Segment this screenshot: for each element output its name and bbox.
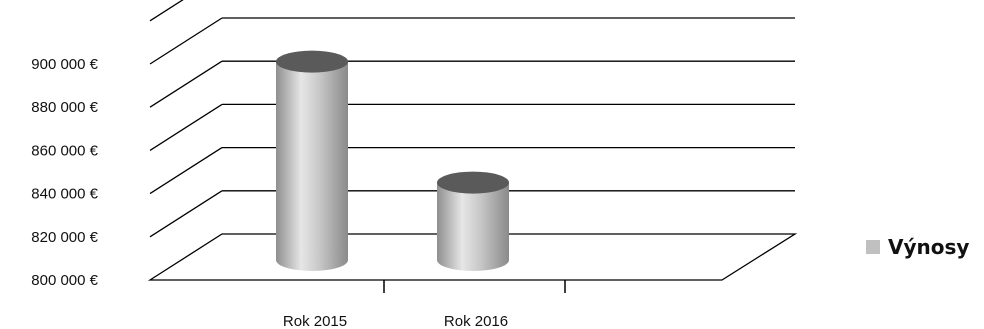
gridline-side	[149, 60, 223, 108]
legend-swatch	[866, 240, 880, 254]
y-tick-label: 860 000 €	[31, 142, 98, 159]
labels: 800 000 € 820 000 € 840 000 € 860 000 € 880 …	[31, 56, 508, 329]
chart-floor	[147, 233, 798, 281]
bar-top	[276, 50, 348, 73]
bar-top	[437, 171, 509, 194]
y-tick-label: 900 000 €	[31, 56, 98, 73]
bar	[276, 50, 348, 271]
y-tick-label: 820 000 €	[31, 229, 98, 246]
bar	[437, 171, 509, 271]
gridline-side	[149, 17, 223, 65]
legend: Výnosy	[866, 235, 969, 259]
gridline-side	[149, 0, 184, 22]
gridline-side	[149, 103, 223, 151]
gridline-side	[149, 190, 223, 238]
x-category-label: Rok 2015	[283, 313, 347, 329]
y-tick-label: 880 000 €	[31, 99, 98, 116]
y-tick-label: 800 000 €	[31, 272, 98, 289]
gridline-side	[149, 147, 223, 195]
legend-label: Výnosy	[888, 235, 969, 259]
bar-body	[276, 61, 348, 271]
axes	[147, 233, 798, 293]
bar-body	[437, 182, 509, 271]
x-category-label: Rok 2016	[444, 313, 508, 329]
y-tick-label: 840 000 €	[31, 186, 98, 203]
bars	[276, 50, 509, 271]
